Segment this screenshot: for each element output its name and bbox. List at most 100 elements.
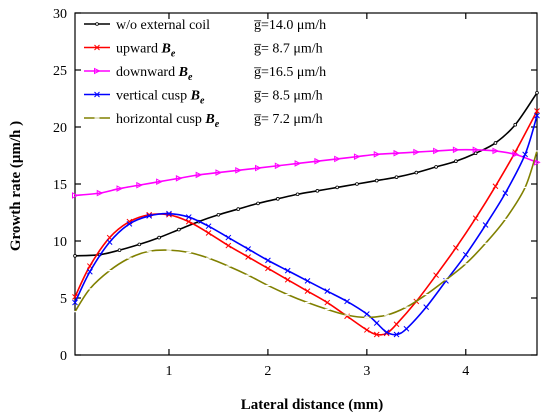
data-point bbox=[363, 311, 370, 317]
legend-entry: vertical cusp Be g̅= 8.5 μm/h bbox=[84, 89, 323, 107]
y-tick-label: 5 bbox=[60, 292, 67, 307]
data-point bbox=[393, 331, 400, 338]
data-point bbox=[106, 239, 113, 245]
data-point bbox=[195, 171, 203, 179]
data-point bbox=[493, 141, 498, 145]
x-axis-ticks: 1 2 3 4 bbox=[165, 13, 469, 379]
data-point bbox=[265, 265, 271, 272]
data-point bbox=[492, 183, 499, 190]
legend-label: vertical cusp Be bbox=[116, 89, 205, 107]
data-point bbox=[126, 221, 133, 227]
data-point bbox=[492, 147, 500, 155]
data-point bbox=[146, 213, 153, 219]
data-point bbox=[205, 230, 212, 236]
y-tick-label: 0 bbox=[60, 349, 67, 364]
data-point bbox=[433, 272, 439, 279]
data-point bbox=[472, 215, 479, 222]
data-point bbox=[502, 190, 509, 196]
data-point bbox=[373, 320, 380, 326]
data-point bbox=[245, 254, 251, 260]
legend-mean-growth: g̅= 8.7 μm/h bbox=[254, 42, 323, 57]
data-point bbox=[344, 298, 350, 305]
y-tick-label: 25 bbox=[53, 64, 67, 79]
data-point bbox=[512, 151, 519, 158]
data-point bbox=[353, 153, 361, 160]
data-point bbox=[452, 146, 460, 154]
y-tick-label: 20 bbox=[53, 121, 67, 136]
data-point bbox=[453, 244, 459, 251]
data-point bbox=[236, 207, 241, 211]
y-tick-label: 10 bbox=[53, 235, 67, 250]
data-point bbox=[363, 327, 370, 333]
series-5 bbox=[72, 150, 540, 319]
legend-label: upward Be bbox=[116, 42, 176, 60]
data-point bbox=[324, 288, 331, 295]
data-point bbox=[393, 149, 401, 157]
data-point bbox=[355, 182, 359, 186]
legend-label: horizontal cusp Be bbox=[116, 112, 220, 130]
data-point bbox=[374, 178, 379, 183]
data-point bbox=[136, 181, 143, 189]
data-point bbox=[255, 164, 262, 172]
data-point bbox=[482, 222, 489, 228]
data-point bbox=[522, 151, 528, 158]
data-point bbox=[373, 151, 381, 158]
x-tick-label: 1 bbox=[165, 364, 172, 379]
data-point bbox=[276, 197, 280, 201]
data-point bbox=[175, 174, 183, 182]
y-axis-ticks: 0 5 10 15 20 25 30 bbox=[53, 7, 537, 364]
x-tick-label: 4 bbox=[462, 364, 469, 379]
series-3 bbox=[72, 146, 541, 199]
data-point bbox=[314, 157, 321, 165]
legend-entry: upward Be g̅= 8.7 μm/h bbox=[84, 42, 323, 60]
data-point bbox=[383, 329, 390, 336]
data-point bbox=[256, 201, 260, 206]
legend-entry: w/o external coil g̅=14.0 μm/h bbox=[84, 18, 326, 33]
data-point bbox=[334, 155, 341, 163]
data-point bbox=[274, 162, 282, 170]
data-point bbox=[245, 246, 251, 252]
y-tick-label: 15 bbox=[53, 178, 67, 193]
data-point bbox=[72, 192, 79, 199]
data-point bbox=[433, 147, 440, 155]
data-point bbox=[324, 299, 331, 306]
data-point bbox=[166, 210, 172, 217]
data-point bbox=[535, 91, 539, 95]
data-point bbox=[225, 242, 232, 249]
data-point bbox=[284, 267, 291, 274]
data-point bbox=[86, 268, 93, 275]
y-tick-label: 30 bbox=[53, 7, 67, 22]
data-point bbox=[72, 299, 78, 306]
legend-mean-growth: g̅=16.5 μm/h bbox=[254, 65, 327, 80]
data-point bbox=[215, 169, 223, 176]
data-point bbox=[335, 185, 339, 190]
data-point bbox=[117, 248, 122, 252]
data-point bbox=[534, 112, 540, 119]
data-point bbox=[315, 189, 320, 193]
data-point bbox=[177, 227, 181, 232]
legend-marker bbox=[95, 22, 99, 26]
series-1 bbox=[73, 91, 539, 258]
data-point bbox=[294, 160, 302, 167]
data-point bbox=[156, 178, 163, 186]
data-point bbox=[265, 257, 271, 264]
y-axis-title: Growth rate (μm/h ) bbox=[8, 121, 24, 251]
legend-mean-growth: g̅= 8.5 μm/h bbox=[254, 89, 323, 104]
data-point bbox=[205, 223, 212, 230]
data-point bbox=[116, 185, 124, 192]
data-point bbox=[473, 151, 478, 156]
data-point bbox=[225, 234, 232, 241]
data-point bbox=[137, 242, 142, 247]
legend-marker bbox=[94, 44, 100, 51]
data-point bbox=[185, 214, 192, 220]
data-point bbox=[462, 251, 469, 258]
legend-entry: downward Be g̅=16.5 μm/h bbox=[84, 65, 326, 83]
legend-mean-growth: g̅= 7.2 μm/h bbox=[254, 112, 323, 127]
legend: w/o external coil g̅=14.0 μm/h upward Be g̅… bbox=[84, 18, 326, 130]
x-axis-title: Lateral distance (mm) bbox=[241, 397, 383, 413]
data-point bbox=[414, 170, 419, 175]
data-point bbox=[295, 192, 300, 197]
legend-marker bbox=[94, 67, 101, 75]
data-point bbox=[472, 146, 480, 154]
